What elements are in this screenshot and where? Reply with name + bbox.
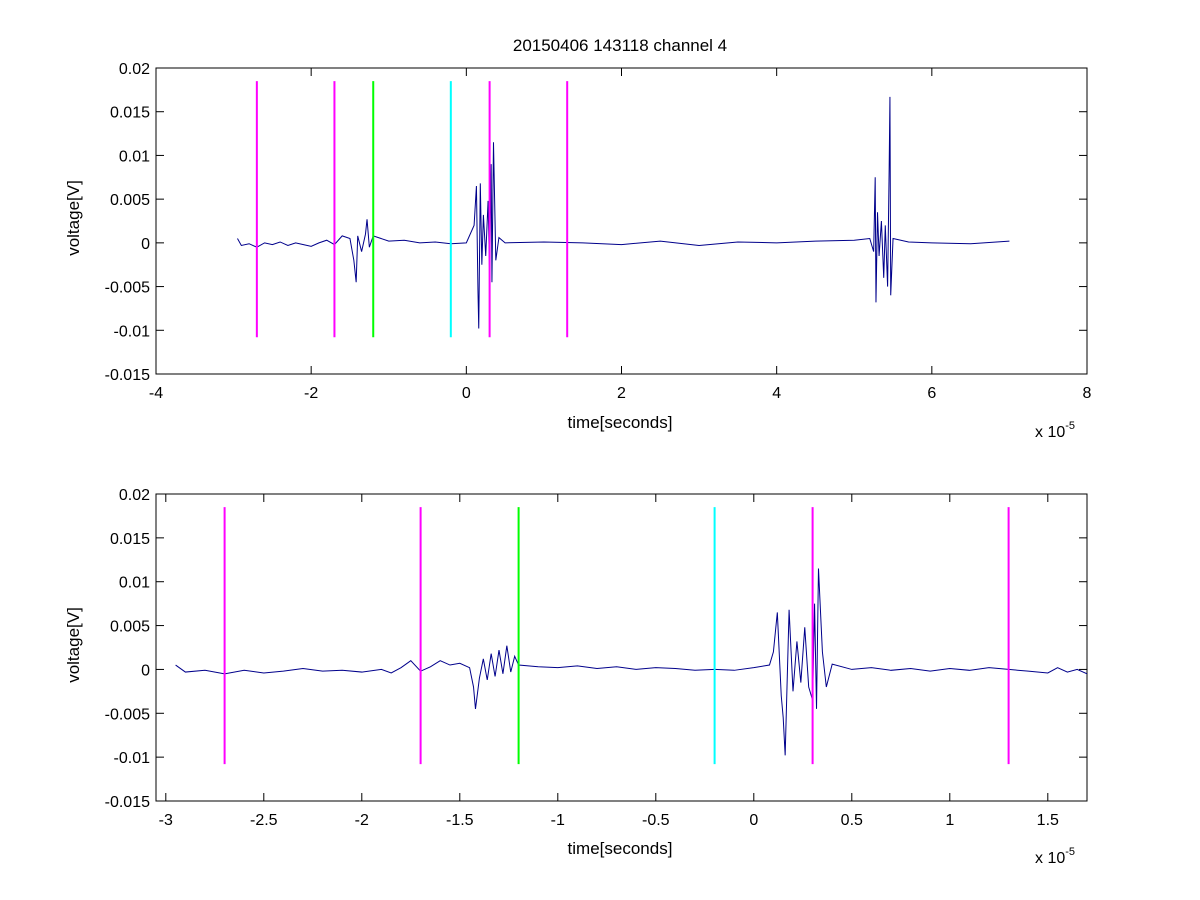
bottom-y-axis-label: voltage[V] bbox=[64, 607, 83, 683]
bottom-y-tick-label: 0.005 bbox=[110, 619, 150, 636]
top-x-tick-label: 6 bbox=[927, 385, 936, 402]
bottom-x-tick-label: 1.5 bbox=[1037, 812, 1059, 829]
bottom-x-exponent-base: x 10 bbox=[1035, 850, 1065, 867]
bottom-x-tick-label: -3 bbox=[159, 812, 173, 829]
top-x-tick-label: -4 bbox=[149, 385, 163, 402]
bottom-x-tick-label: 0.5 bbox=[841, 812, 863, 829]
bottom-y-tick-label: -0.015 bbox=[105, 794, 150, 811]
bottom-y-tick-label: -0.005 bbox=[105, 706, 150, 723]
bottom-axes-box bbox=[155, 493, 1088, 802]
top-y-axis-label: voltage[V] bbox=[64, 180, 83, 256]
bottom-x-tick-label: -1.5 bbox=[446, 812, 474, 829]
bottom-x-exponent-power: -5 bbox=[1065, 846, 1075, 858]
top-subplot: 20150406 143118 channel 4 time[seconds] … bbox=[64, 36, 1092, 441]
top-y-tick-label: -0.01 bbox=[114, 323, 151, 340]
top-subplot-title: 20150406 143118 channel 4 bbox=[513, 36, 727, 55]
bottom-y-tick-label: -0.01 bbox=[114, 750, 151, 767]
top-x-tick-label: 4 bbox=[772, 385, 781, 402]
top-y-tick-label: 0.02 bbox=[119, 61, 150, 78]
top-x-tick-label: -2 bbox=[304, 385, 318, 402]
top-x-axis-label: time[seconds] bbox=[568, 413, 673, 432]
top-x-tick-label: 2 bbox=[617, 385, 626, 402]
top-x-exponent-base: x 10 bbox=[1035, 424, 1065, 441]
top-y-tick-label: 0.015 bbox=[110, 105, 150, 122]
top-y-tick-label: -0.015 bbox=[105, 367, 150, 384]
top-x-tick-label: 0 bbox=[462, 385, 471, 402]
bottom-x-exponent: x 10-5 bbox=[1035, 846, 1075, 867]
bottom-signal-line bbox=[175, 568, 1087, 756]
top-x-exponent: x 10-5 bbox=[1035, 420, 1075, 441]
bottom-x-tick-label: -2 bbox=[355, 812, 369, 829]
bottom-x-tick-label: 0 bbox=[749, 812, 758, 829]
top-x-tick-label: 8 bbox=[1083, 385, 1092, 402]
top-x-exponent-power: -5 bbox=[1065, 420, 1075, 432]
bottom-y-tick-label: 0.01 bbox=[119, 575, 150, 592]
top-y-tick-label: 0.01 bbox=[119, 148, 150, 165]
bottom-x-axis-label: time[seconds] bbox=[568, 839, 673, 858]
bottom-y-tick-label: 0 bbox=[141, 662, 150, 679]
top-y-tick-label: -0.005 bbox=[105, 280, 150, 297]
bottom-x-tick-label: 1 bbox=[945, 812, 954, 829]
bottom-y-tick-label: 0.015 bbox=[110, 531, 150, 548]
top-signal-line bbox=[237, 96, 1010, 329]
bottom-y-tick-label: 0.02 bbox=[119, 487, 150, 504]
bottom-x-tick-label: -2.5 bbox=[250, 812, 278, 829]
bottom-x-tick-label: -0.5 bbox=[642, 812, 670, 829]
bottom-x-tick-label: -1 bbox=[551, 812, 565, 829]
bottom-subplot: time[seconds] voltage[V] x 10-5 -0.015 -0… bbox=[64, 487, 1088, 867]
top-y-tick-label: 0.005 bbox=[110, 192, 150, 209]
top-y-tick-label: 0 bbox=[141, 236, 150, 253]
